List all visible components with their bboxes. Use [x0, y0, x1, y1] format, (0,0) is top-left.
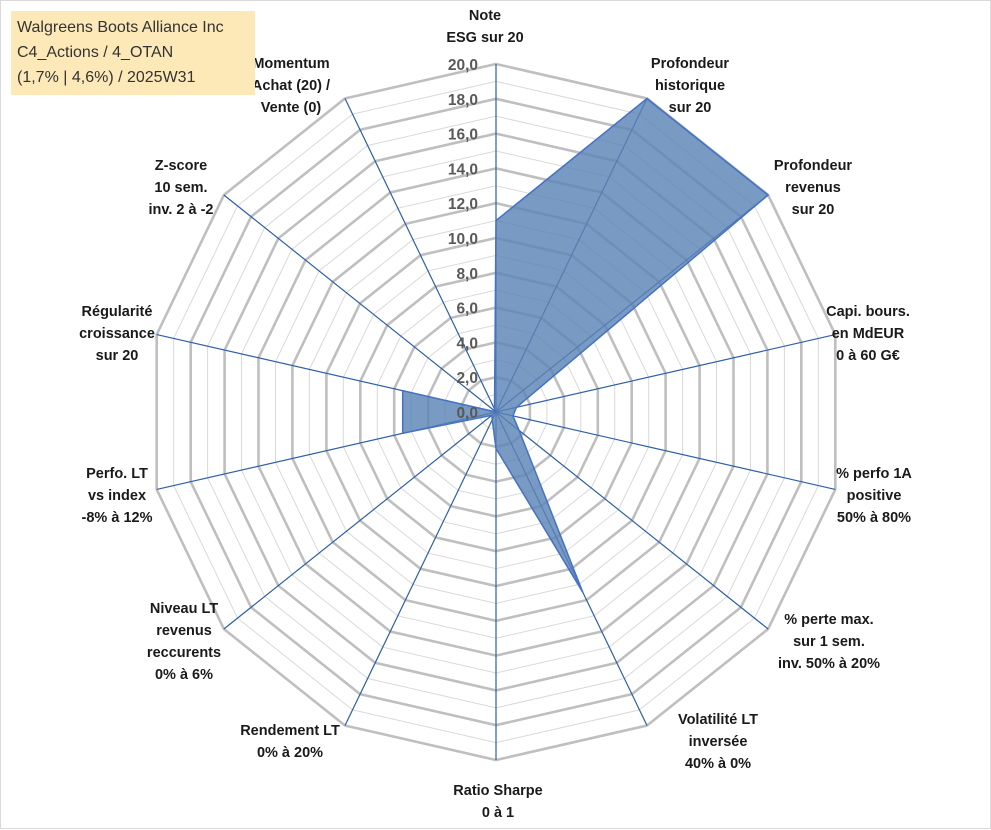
tick-label: 10,0: [448, 231, 478, 248]
axis-label-line: 10 sem.: [148, 177, 213, 199]
tick-label: 12,0: [448, 196, 478, 213]
axis-label-line: Momentum: [252, 53, 330, 75]
axis-label-line: sur 20: [774, 199, 852, 221]
axis-label-line: % perte max.: [778, 609, 880, 631]
axis-label-line: Rendement LT: [240, 720, 340, 742]
axis-label-line: Perfo. LT: [82, 463, 153, 485]
axis-label-line: croissance: [79, 323, 155, 345]
axis-label-line: sur 20: [79, 345, 155, 367]
axis-label-line: Vente (0): [252, 97, 330, 119]
tick-label: 0,0: [456, 405, 478, 422]
tick-label: 16,0: [448, 127, 478, 144]
axis-label-line: inv. 2 à -2: [148, 199, 213, 221]
axis-label-line: Ratio Sharpe: [453, 780, 542, 802]
title-line-1: Walgreens Boots Alliance Inc: [17, 15, 249, 40]
axis-label: % perte max.sur 1 sem.inv. 50% à 20%: [778, 609, 880, 675]
radial-tick-labels: 0,0 2,0 4,0 6,0 8,0 10,0 12,0 14,0 16,0 18,0 20,0: [448, 57, 478, 422]
tick-label: 20,0: [448, 57, 478, 74]
axis-label-line: 0% à 6%: [147, 664, 221, 686]
axis-label-line: ESG sur 20: [446, 27, 523, 49]
tick-label: 2,0: [456, 370, 478, 387]
axis-label-line: Capi. bours.: [826, 301, 910, 323]
tick-label: 14,0: [448, 161, 478, 178]
axis-label-line: reccurents: [147, 642, 221, 664]
axis-label-line: vs index: [82, 485, 153, 507]
axis-label-line: Régularité: [79, 301, 155, 323]
axis-label-line: inversée: [678, 731, 758, 753]
axis-label-line: Note: [446, 5, 523, 27]
axis-label-line: revenus: [774, 177, 852, 199]
axis-label-line: 0% à 20%: [240, 742, 340, 764]
chart-title: Walgreens Boots Alliance Inc C4_Actions …: [11, 11, 255, 95]
axis-label-line: % perfo 1A: [836, 463, 912, 485]
axis-label-line: historique: [651, 75, 729, 97]
axis-label-line: Profondeur: [774, 155, 852, 177]
axis-label-line: Niveau LT: [147, 598, 221, 620]
axis-label-line: revenus: [147, 620, 221, 642]
title-line-2: C4_Actions / 4_OTAN: [17, 40, 249, 65]
axis-label-line: positive: [836, 485, 912, 507]
axis-label-line: 0 à 60 G€: [826, 345, 910, 367]
axis-label-line: Volatilité LT: [678, 709, 758, 731]
axis-label-line: 40% à 0%: [678, 753, 758, 775]
tick-label: 6,0: [456, 301, 478, 318]
tick-label: 8,0: [456, 266, 478, 283]
axis-label-line: sur 1 sem.: [778, 631, 880, 653]
axis-label-line: -8% à 12%: [82, 507, 153, 529]
axis-label-line: Z-score: [148, 155, 213, 177]
axis-label-line: inv. 50% à 20%: [778, 653, 880, 675]
title-line-3: (1,7% | 4,6%) / 2025W31: [17, 65, 249, 90]
axis-label-line: 0 à 1: [453, 802, 542, 824]
axis-label-line: Profondeur: [651, 53, 729, 75]
axis-label-line: 50% à 80%: [836, 507, 912, 529]
axis-label-line: Achat (20) /: [252, 75, 330, 97]
tick-label: 18,0: [448, 92, 478, 109]
axis-label-line: en MdEUR: [826, 323, 910, 345]
tick-label: 4,0: [456, 335, 478, 352]
axis-label-line: sur 20: [651, 97, 729, 119]
